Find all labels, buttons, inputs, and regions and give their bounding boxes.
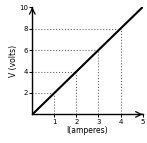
Y-axis label: V (volts): V (volts): [9, 45, 18, 77]
X-axis label: I(amperes): I(amperes): [67, 126, 108, 135]
